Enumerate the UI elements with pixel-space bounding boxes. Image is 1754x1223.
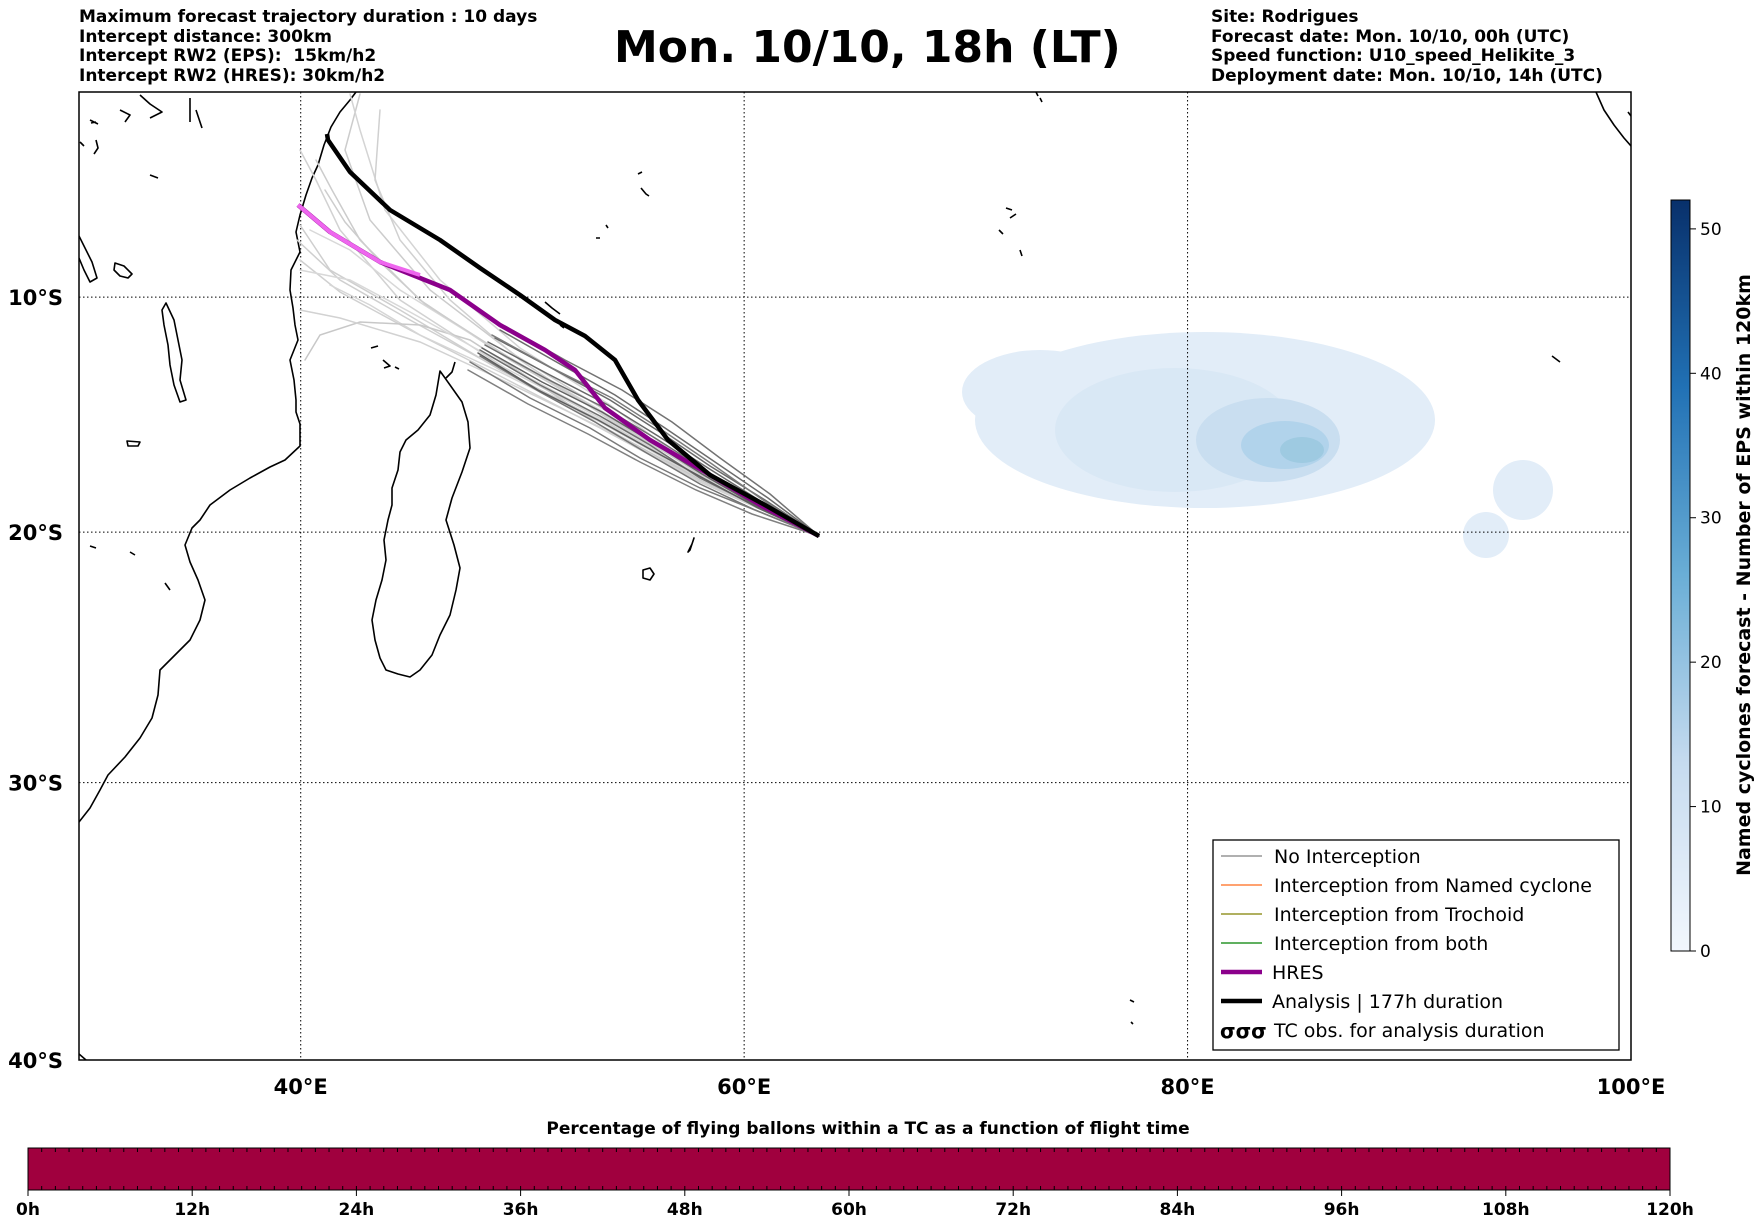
density-colorbar-tick-label: 30 — [1700, 509, 1722, 529]
eps-trajectories — [296, 93, 820, 537]
legend-entry: Analysis | 177h duration — [1221, 991, 1503, 1013]
moz-channel-coast — [89, 545, 171, 591]
header-left-line: Intercept RW2 (EPS): 15km/h2 — [79, 46, 377, 66]
lake-tana — [119, 94, 163, 123]
legend-entry: Interception from Named cyclone — [1221, 875, 1592, 897]
flight-time-tick-label: 48h — [667, 1200, 703, 1220]
density-colorbar-tick-label: 40 — [1700, 364, 1722, 384]
page-title: Mon. 10/10, 18h (LT) — [614, 22, 1121, 73]
flight-time-colorbar: Percentage of flying ballons within a TC… — [16, 1119, 1694, 1220]
legend-label: Interception from both — [1274, 933, 1488, 955]
legend-label: No Interception — [1274, 846, 1421, 868]
density-colorbar: 0 10 20 30 40 50 Named cyclones forecast - Nu… — [1670, 199, 1754, 962]
header-left-line: Intercept RW2 (HRES): 30km/h2 — [79, 65, 386, 86]
maldives — [1035, 92, 1043, 103]
tc-symbol-icon: σσσ — [1220, 1019, 1267, 1043]
legend-label: Interception from Trochoid — [1274, 904, 1524, 926]
lon-tick-label: 100°E — [1597, 1075, 1666, 1099]
density-colorbar-tick-label: 20 — [1700, 653, 1722, 673]
cocos-islands — [1551, 355, 1561, 363]
sumatra-coast — [1595, 92, 1631, 147]
lake-turkana — [189, 98, 203, 129]
header-right-line: Deployment date: Mon. 10/10, 14h (UTC) — [1211, 65, 1603, 86]
legend-label: HRES — [1272, 962, 1324, 984]
madagascar-coastline — [371, 370, 471, 678]
mauritius — [642, 567, 655, 581]
legend-entry: Interception from Trochoid — [1221, 904, 1524, 926]
legend-label: Analysis | 177h duration — [1272, 991, 1503, 1013]
legend-box — [1212, 839, 1620, 1051]
flight-time-tick-label: 96h — [1324, 1200, 1360, 1220]
flight-time-tick-label: 36h — [503, 1200, 539, 1220]
lat-tick-label: 40°S — [8, 1049, 63, 1073]
chagos — [998, 207, 1023, 257]
lat-tick-label: 20°S — [8, 521, 63, 545]
hres-trajectory-early — [296, 203, 421, 277]
density-colorbar-tick-label: 0 — [1700, 942, 1711, 962]
lat-tick-label: 10°S — [8, 286, 63, 310]
lat-tick-label: 30°S — [8, 772, 63, 796]
comoros — [370, 345, 400, 370]
flight-time-tick-label: 24h — [339, 1200, 375, 1220]
analysis-trajectory — [324, 133, 821, 538]
gridlines — [79, 92, 1631, 1060]
lat-axis-labels: 10°S 20°S 30°S 40°S — [8, 286, 63, 1073]
header-left-line: Maximum forecast trajectory duration : 1… — [79, 7, 538, 27]
flight-time-tick-label: 60h — [831, 1200, 867, 1220]
density-colorbar-gradient — [1670, 199, 1691, 952]
flight-time-tick-label: 84h — [1160, 1200, 1196, 1220]
lake-victoria — [113, 262, 133, 279]
lake-malawi — [161, 302, 187, 403]
header-right-info: Site: Rodrigues Forecast date: Mon. 10/10… — [1211, 7, 1603, 86]
legend-entry: Interception from both — [1221, 933, 1488, 955]
lake-kariba — [126, 440, 141, 447]
lon-tick-label: 80°E — [1161, 1075, 1215, 1099]
flight-time-tick-label: 72h — [995, 1200, 1031, 1220]
coastline — [79, 92, 1631, 1060]
lake-tanganyika — [79, 235, 98, 283]
legend-entry: HRES — [1221, 962, 1324, 984]
legend-label: Interception from Named cyclone — [1274, 875, 1592, 897]
header-right-line: Speed function: U10_speed_Helikite_3 — [1211, 46, 1576, 66]
flight-time-tick-label: 120h — [1646, 1200, 1694, 1220]
south-coast-detail — [79, 1053, 87, 1060]
header-right-line: Site: Rodrigues — [1211, 7, 1359, 27]
lon-tick-label: 60°E — [717, 1075, 771, 1099]
legend: No Interception Interception from Named c… — [1212, 839, 1620, 1051]
flight-time-tick-label: 108h — [1482, 1200, 1530, 1220]
density-colorbar-tick-label: 10 — [1700, 798, 1722, 818]
somalia-islets — [79, 121, 159, 179]
flight-time-colorbar-bar — [27, 1147, 1671, 1191]
flight-time-tick-label: 0h — [16, 1200, 40, 1220]
africa-coastline — [79, 92, 357, 823]
header-left-info: Maximum forecast trajectory duration : 1… — [79, 7, 538, 86]
amsterdam-island — [1129, 999, 1135, 1025]
legend-entry: σσσ TC obs. for analysis duration — [1220, 1019, 1545, 1043]
lake-edward — [89, 119, 99, 155]
density-colorbar-tick-label: 50 — [1700, 220, 1722, 240]
reunion — [687, 537, 695, 553]
legend-entry: No Interception — [1221, 846, 1421, 868]
seychelles — [596, 171, 650, 239]
cyclone-density-field — [962, 332, 1553, 558]
density-colorbar-label: Named cyclones forecast - Number of EPS … — [1733, 274, 1754, 876]
madagascar-north-tip — [445, 361, 456, 379]
legend-label: TC obs. for analysis duration — [1273, 1020, 1545, 1042]
lon-tick-label: 40°E — [274, 1075, 328, 1099]
header-left-line: Intercept distance: 300km — [79, 26, 332, 47]
flight-time-tick-label: 12h — [174, 1200, 210, 1220]
header-right-line: Forecast date: Mon. 10/10, 00h (UTC) — [1211, 26, 1570, 47]
map-frame — [78, 91, 1632, 1061]
lon-axis-labels: 40°E 60°E 80°E 100°E — [274, 1075, 1666, 1099]
flight-time-colorbar-title: Percentage of flying ballons within a TC… — [546, 1119, 1189, 1139]
